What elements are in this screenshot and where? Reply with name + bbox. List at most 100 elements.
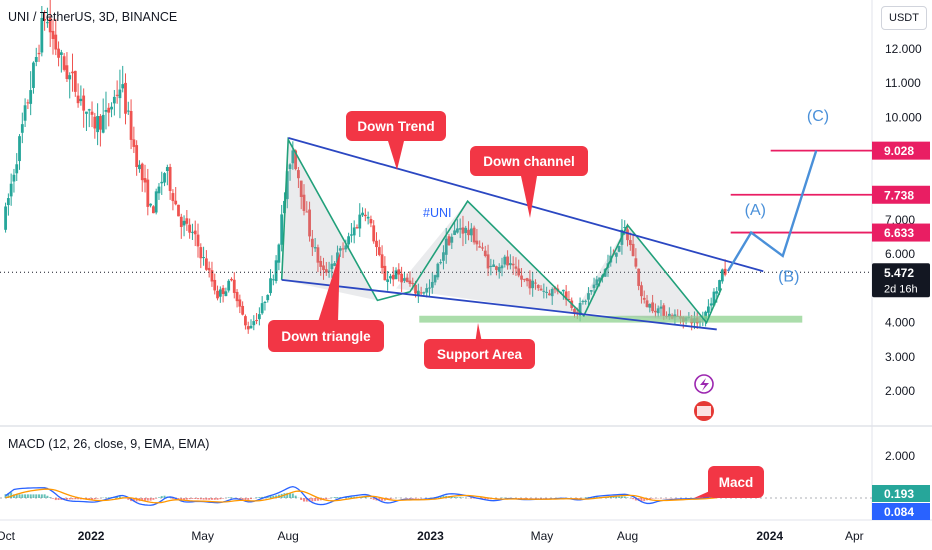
candle-body [542, 290, 546, 292]
candle-body [280, 214, 284, 245]
candle-body [232, 279, 236, 293]
candle-body [545, 291, 549, 293]
macd-hist-bar [651, 498, 654, 499]
macd-hist-bar [91, 498, 94, 500]
candle-body [483, 250, 487, 256]
candle-body [177, 204, 180, 217]
candle-body [514, 266, 518, 269]
candle-body [43, 18, 47, 21]
candle-body [121, 84, 125, 89]
macd-hist-bar [291, 493, 294, 498]
candle-body [160, 181, 164, 184]
macd-hist-bar [71, 498, 74, 500]
candle-body [598, 277, 602, 282]
candle-body [433, 275, 437, 283]
candle-body [191, 231, 194, 233]
candle-body [478, 246, 482, 248]
candle-body [634, 258, 638, 267]
macd-hist-bar [470, 498, 473, 499]
candle-body [614, 252, 618, 257]
candle-body [319, 260, 323, 267]
x-tick-label: May [531, 529, 554, 543]
candle-body [528, 279, 532, 289]
macd-hist-bar [261, 496, 264, 498]
macd-hist-bar [191, 498, 194, 499]
wave-label-c: (C) [807, 108, 829, 125]
candle-body [241, 305, 245, 315]
macd-hist-bar [336, 497, 339, 498]
y-tick-label: 2.000 [885, 384, 915, 398]
candle-body [372, 225, 376, 242]
candle-body [517, 268, 521, 276]
candle-body [68, 75, 72, 80]
macd-hist-bar [294, 495, 297, 498]
candle-body [508, 263, 512, 266]
macd-hist-bar [314, 498, 317, 502]
candle-body [472, 227, 476, 243]
candle-body [305, 211, 309, 213]
candle-body [40, 17, 44, 53]
candle-body [213, 279, 217, 291]
candle-body [129, 111, 133, 140]
candle-body [464, 227, 468, 233]
macd-hist-bar [584, 497, 587, 498]
candle-body [271, 279, 275, 281]
candle-body [425, 288, 429, 293]
candle-body [539, 288, 543, 291]
macd-hist-bar [65, 498, 68, 500]
candle-body [179, 216, 183, 227]
macd-hist-bar [300, 498, 303, 501]
macd-hist-bar [339, 497, 342, 498]
candle-body [587, 293, 590, 300]
candle-body [467, 229, 470, 236]
candle-body [163, 173, 166, 183]
macd-value-label: 0.193 [884, 487, 914, 501]
macd-hist-bar [88, 498, 91, 500]
target-level-tag [872, 223, 930, 242]
candle-body [380, 254, 384, 268]
flash-icon-bolt [700, 378, 709, 391]
macd-hist-bar [612, 496, 615, 498]
candle-body [246, 326, 250, 330]
candle-body [235, 291, 239, 302]
candle-body [405, 277, 409, 283]
macd-hist-bar [202, 498, 205, 500]
candle-body [313, 247, 317, 249]
macd-hist-bar [473, 498, 476, 499]
candle-body [249, 325, 253, 329]
candle-body [297, 170, 300, 179]
currency-button[interactable]: USDT [881, 6, 927, 30]
x-tick-label: Aug [278, 529, 299, 543]
macd-hist-bar [372, 498, 375, 500]
candle-body [428, 287, 431, 289]
candles [4, 0, 727, 334]
candle-body [9, 183, 13, 197]
candle-body [642, 297, 646, 300]
candle-body [723, 268, 727, 275]
candle-body [444, 238, 448, 255]
candle-body [584, 300, 588, 302]
macd-hist-bar [640, 498, 643, 502]
candle-body [581, 300, 585, 302]
candle-body [355, 227, 359, 229]
candle-body [112, 96, 116, 104]
callout-down-triangle: Down triangle [268, 252, 384, 352]
candle-body [366, 216, 370, 219]
candle-body [361, 212, 364, 216]
macd-hist-bar [210, 498, 213, 500]
macd-hist-bar [333, 497, 336, 498]
candle-body [375, 240, 378, 248]
callout-down-triangle-pointer [318, 252, 340, 322]
macd-hist-bar [450, 496, 453, 498]
candle-body [623, 227, 627, 229]
candle-body [151, 206, 155, 214]
candle-body [567, 299, 571, 301]
candle-body [486, 254, 490, 269]
macd-hist-bar [286, 492, 289, 498]
macd-hist-bar [116, 496, 119, 498]
candle-body [48, 18, 52, 33]
candle-body [550, 289, 554, 297]
macd-hist-bar [213, 498, 216, 500]
candle-body [626, 229, 629, 241]
